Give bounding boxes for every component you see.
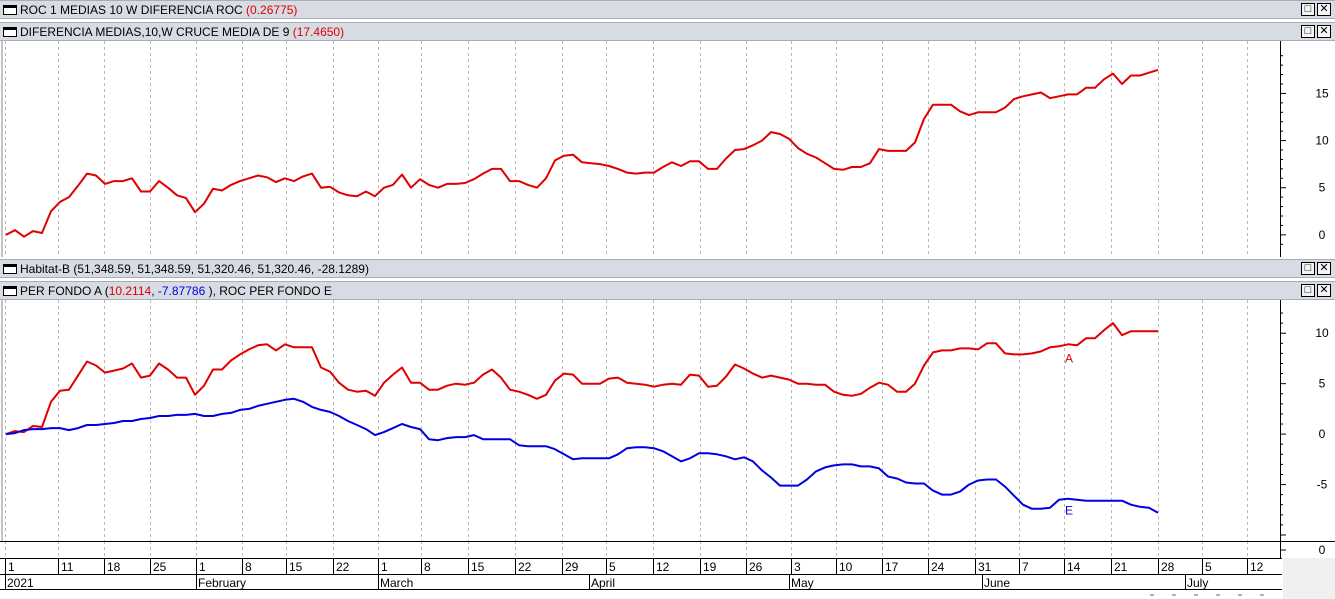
y-tick-label: 5 bbox=[1319, 377, 1326, 391]
series-annotation: A bbox=[1065, 351, 1073, 365]
day-tick-label: 15 bbox=[289, 560, 303, 574]
y-tick-label: 0 bbox=[1319, 427, 1326, 441]
series-line bbox=[5, 397, 1159, 514]
month-label: 2021 bbox=[7, 576, 34, 590]
day-tick-label: 14 bbox=[1067, 560, 1081, 574]
maximize-button[interactable]: □ bbox=[1301, 25, 1315, 38]
day-tick-label: 29 bbox=[565, 560, 579, 574]
month-label: May bbox=[791, 576, 814, 590]
day-tick-label: 25 bbox=[153, 560, 167, 574]
series-line bbox=[5, 68, 1159, 238]
chart-diferencia-medias: 0 5 10 15 bbox=[0, 41, 1335, 257]
day-tick-label: 28 bbox=[1161, 560, 1175, 574]
chart-roc-strip: 0 bbox=[0, 541, 1335, 558]
day-tick-label: 1 bbox=[8, 560, 15, 574]
maximize-button[interactable]: □ bbox=[1301, 262, 1315, 275]
day-tick-label: 1 bbox=[381, 560, 388, 574]
close-button[interactable]: ✕ bbox=[1317, 3, 1331, 16]
y-tick-label: 10 bbox=[1315, 326, 1329, 340]
month-label: April bbox=[591, 576, 615, 590]
maximize-button[interactable]: □ bbox=[1301, 284, 1315, 297]
panel-title: ROC 1 MEDIAS 10 W DIFERENCIA ROC (0.2677… bbox=[20, 3, 298, 17]
day-tick-label: 17 bbox=[885, 560, 899, 574]
day-tick-label: 19 bbox=[703, 560, 717, 574]
close-button[interactable]: ✕ bbox=[1317, 284, 1331, 297]
day-tick-label: 3 bbox=[794, 560, 801, 574]
panel-titlebar-roc[interactable]: ROC 1 MEDIAS 10 W DIFERENCIA ROC (0.2677… bbox=[0, 0, 1335, 19]
maximize-button[interactable]: □ bbox=[1301, 3, 1315, 16]
series-annotation: E bbox=[1065, 504, 1073, 518]
day-tick-label: 18 bbox=[107, 560, 121, 574]
day-tick-label: 21 bbox=[1114, 560, 1128, 574]
y-tick-label: -5 bbox=[1317, 478, 1328, 492]
panel-titlebar-habitat[interactable]: Habitat-B (51,348.59, 51,348.59, 51,320.… bbox=[0, 259, 1335, 278]
window-icon bbox=[3, 264, 17, 274]
close-button[interactable]: ✕ bbox=[1317, 25, 1331, 38]
day-tick-label: 12 bbox=[656, 560, 670, 574]
day-tick-label: 26 bbox=[749, 560, 763, 574]
day-tick-label: 15 bbox=[471, 560, 485, 574]
day-tick-label: 1 bbox=[199, 560, 206, 574]
y-tick-label: 10 bbox=[1315, 134, 1329, 148]
panel-title: DIFERENCIA MEDIAS,10,W CRUCE MEDIA DE 9 … bbox=[20, 25, 345, 39]
day-tick-label: 11 bbox=[61, 560, 74, 574]
panel-titlebar-per-fondo[interactable]: PER FONDO A (10.2114, -7.87786 ), ROC PE… bbox=[0, 281, 1335, 300]
day-tick-label: 5 bbox=[609, 560, 616, 574]
month-label: July bbox=[1187, 576, 1208, 590]
day-tick-label: 22 bbox=[518, 560, 532, 574]
month-label: March bbox=[380, 576, 413, 590]
day-tick-label: 31 bbox=[978, 560, 992, 574]
day-tick-label: 8 bbox=[424, 560, 431, 574]
y-tick-label: 15 bbox=[1315, 86, 1329, 100]
window-icon bbox=[3, 5, 17, 15]
y-tick-label: 0 bbox=[1319, 228, 1326, 242]
y-tick-label: 0 bbox=[1319, 543, 1326, 557]
day-tick-label: 8 bbox=[245, 560, 252, 574]
y-tick-label: 5 bbox=[1319, 181, 1326, 195]
day-tick-label: 5 bbox=[1205, 560, 1212, 574]
month-label: June bbox=[984, 576, 1010, 590]
panel-title: PER FONDO A (10.2114, -7.87786 ), ROC PE… bbox=[20, 284, 332, 298]
panel-titlebar-diferencia[interactable]: DIFERENCIA MEDIAS,10,W CRUCE MEDIA DE 9 … bbox=[0, 22, 1335, 41]
day-tick-label: 24 bbox=[931, 560, 945, 574]
window-icon bbox=[3, 286, 17, 296]
day-tick-label: 12 bbox=[1250, 560, 1264, 574]
month-label: February bbox=[198, 576, 246, 590]
time-axis: 1 11 18 25 1 8 15 22 1 8 15 22 29 5 12 19 26 3 10 17 24 31 7 14… bbox=[0, 558, 1335, 599]
window-icon bbox=[3, 27, 17, 37]
chart-per-fondo: 10 5 0 -5 A E bbox=[0, 300, 1335, 541]
day-tick-label: 22 bbox=[336, 560, 350, 574]
panel-title: Habitat-B (51,348.59, 51,348.59, 51,320.… bbox=[20, 262, 369, 276]
close-button[interactable]: ✕ bbox=[1317, 262, 1331, 275]
day-tick-label: 7 bbox=[1022, 560, 1029, 574]
day-tick-label: 10 bbox=[839, 560, 853, 574]
series-line bbox=[5, 322, 1158, 436]
